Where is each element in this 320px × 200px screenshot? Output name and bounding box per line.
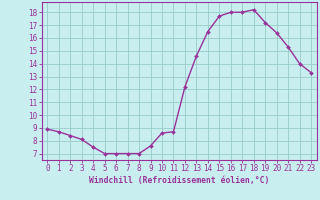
X-axis label: Windchill (Refroidissement éolien,°C): Windchill (Refroidissement éolien,°C) (89, 176, 269, 185)
